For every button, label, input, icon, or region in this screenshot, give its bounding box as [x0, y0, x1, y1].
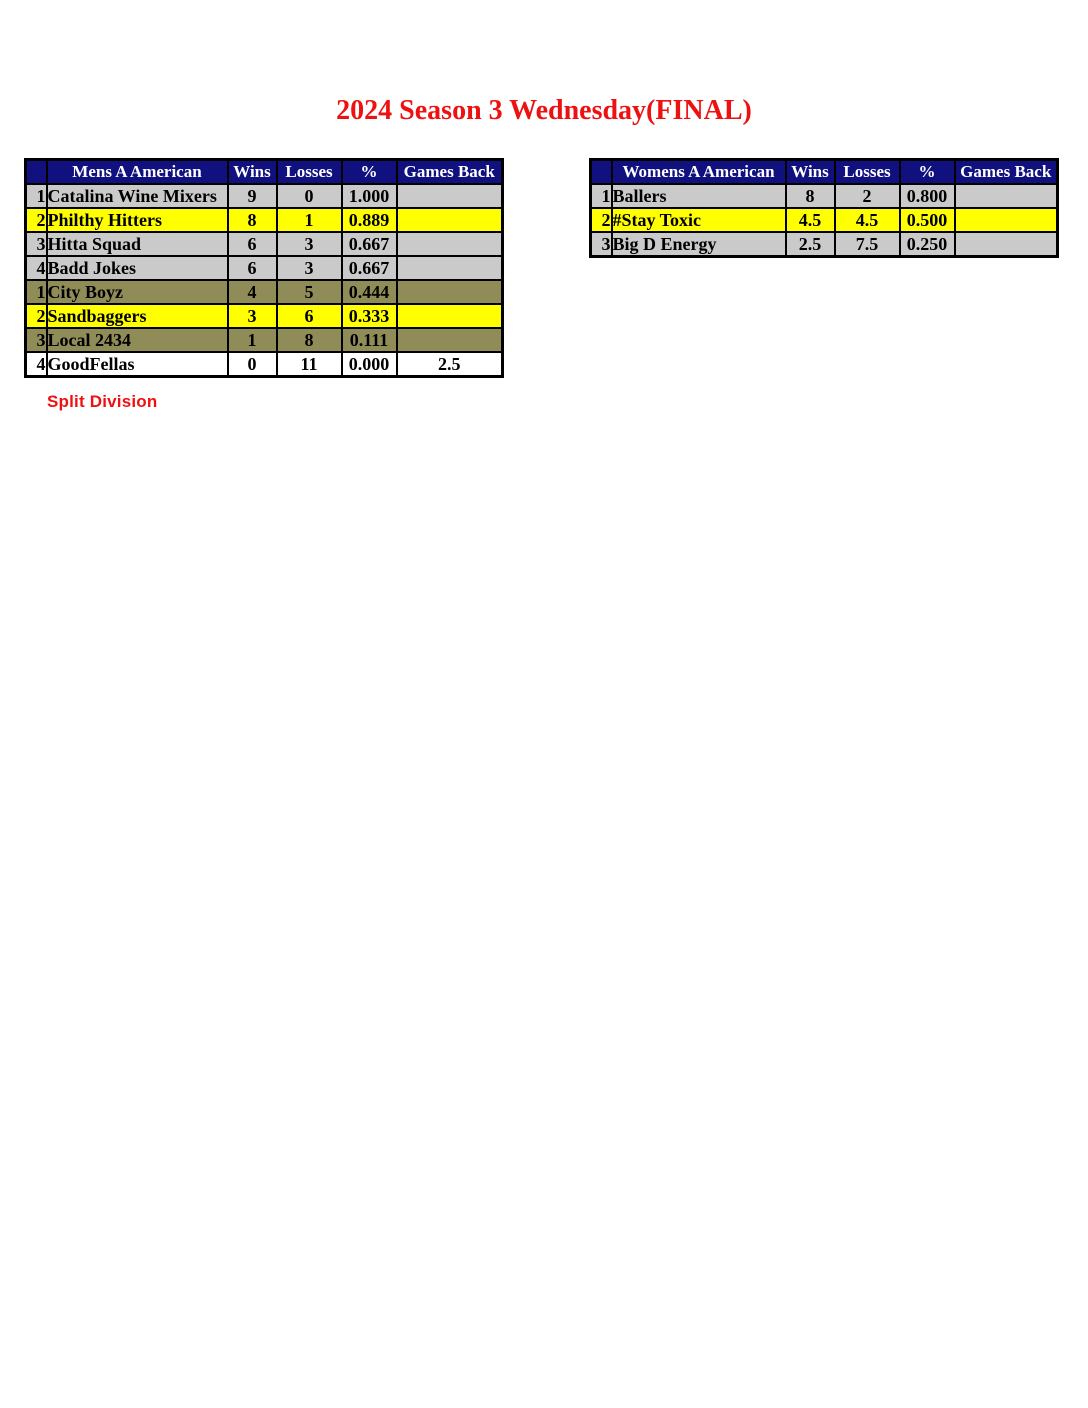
rank-cell: 4 [24, 255, 48, 281]
team-name-cell: #Stay Toxic [610, 207, 787, 233]
wins-cell: 2.5 [784, 231, 836, 258]
losses-cell: 1 [275, 207, 343, 233]
games-back-header-cell: Games Back [395, 158, 504, 185]
team-name-cell: Ballers [610, 183, 787, 209]
games-back-cell [395, 207, 504, 233]
wins-cell: 1 [226, 327, 278, 353]
losses-cell: 4.5 [833, 207, 901, 233]
games-back-cell [395, 303, 504, 329]
rank-cell: 3 [589, 231, 613, 258]
losses-header-cell: Losses [275, 158, 343, 185]
losses-cell: 0 [275, 183, 343, 209]
division-header-cell: Mens A American [45, 158, 229, 185]
rank-cell: 2 [24, 303, 48, 329]
pct-cell: 0.250 [898, 231, 956, 258]
table-row: 4 Badd Jokes 6 3 0.667 [24, 255, 504, 281]
table-row: 2 Sandbaggers 3 6 0.333 [24, 303, 504, 329]
rank-cell: 2 [24, 207, 48, 233]
pct-cell: 0.800 [898, 183, 956, 209]
table-row: 3 Local 2434 1 8 0.111 [24, 327, 504, 353]
table-header-row: Womens A American Wins Losses % Games Ba… [589, 158, 1059, 185]
wins-cell: 6 [226, 231, 278, 257]
losses-cell: 6 [275, 303, 343, 329]
wins-cell: 4.5 [784, 207, 836, 233]
losses-cell: 11 [275, 351, 343, 378]
games-back-header-cell: Games Back [953, 158, 1059, 185]
mens-standings-table: Mens A American Wins Losses % Games Back… [24, 158, 504, 378]
table-row: 3 Hitta Squad 6 3 0.667 [24, 231, 504, 257]
pct-cell: 0.500 [898, 207, 956, 233]
games-back-cell: 2.5 [395, 351, 504, 378]
pct-cell: 1.000 [340, 183, 398, 209]
pct-cell: 0.667 [340, 255, 398, 281]
team-name-cell: Catalina Wine Mixers [45, 183, 229, 209]
games-back-cell [395, 327, 504, 353]
rank-header-cell [589, 158, 613, 185]
pct-header-cell: % [898, 158, 956, 185]
womens-standings-table: Womens A American Wins Losses % Games Ba… [589, 158, 1059, 258]
losses-cell: 3 [275, 255, 343, 281]
team-name-cell: Local 2434 [45, 327, 229, 353]
team-name-cell: City Boyz [45, 279, 229, 305]
pct-cell: 0.667 [340, 231, 398, 257]
games-back-cell [395, 255, 504, 281]
games-back-cell [953, 231, 1059, 258]
games-back-cell [395, 231, 504, 257]
losses-cell: 2 [833, 183, 901, 209]
table-row: 1 Catalina Wine Mixers 9 0 1.000 [24, 183, 504, 209]
pct-cell: 0.889 [340, 207, 398, 233]
rank-header-cell [24, 158, 48, 185]
pct-cell: 0.333 [340, 303, 398, 329]
losses-cell: 7.5 [833, 231, 901, 258]
games-back-cell [953, 207, 1059, 233]
pct-header-cell: % [340, 158, 398, 185]
team-name-cell: Badd Jokes [45, 255, 229, 281]
table-row: 2 #Stay Toxic 4.5 4.5 0.500 [589, 207, 1059, 233]
losses-cell: 8 [275, 327, 343, 353]
rank-cell: 3 [24, 327, 48, 353]
losses-cell: 5 [275, 279, 343, 305]
games-back-cell [953, 183, 1059, 209]
table-row: 3 Big D Energy 2.5 7.5 0.250 [589, 231, 1059, 258]
losses-cell: 3 [275, 231, 343, 257]
pct-cell: 0.111 [340, 327, 398, 353]
rank-cell: 2 [589, 207, 613, 233]
page-title: 2024 Season 3 Wednesday(FINAL) [336, 95, 752, 126]
pct-cell: 0.000 [340, 351, 398, 378]
rank-cell: 3 [24, 231, 48, 257]
team-name-cell: Hitta Squad [45, 231, 229, 257]
table-row: 1 Ballers 8 2 0.800 [589, 183, 1059, 209]
team-name-cell: Big D Energy [610, 231, 787, 258]
wins-header-cell: Wins [784, 158, 836, 185]
table-row: 4 GoodFellas 0 11 0.000 2.5 [24, 351, 504, 378]
wins-header-cell: Wins [226, 158, 278, 185]
losses-header-cell: Losses [833, 158, 901, 185]
wins-cell: 8 [226, 207, 278, 233]
team-name-cell: Sandbaggers [45, 303, 229, 329]
team-name-cell: GoodFellas [45, 351, 229, 378]
split-division-note: Split Division [47, 392, 158, 411]
rank-cell: 1 [24, 183, 48, 209]
games-back-cell [395, 183, 504, 209]
pct-cell: 0.444 [340, 279, 398, 305]
table-row: 1 City Boyz 4 5 0.444 [24, 279, 504, 305]
wins-cell: 8 [784, 183, 836, 209]
division-header-cell: Womens A American [610, 158, 787, 185]
wins-cell: 9 [226, 183, 278, 209]
table-row: 2 Philthy Hitters 8 1 0.889 [24, 207, 504, 233]
rank-cell: 1 [24, 279, 48, 305]
wins-cell: 0 [226, 351, 278, 378]
wins-cell: 6 [226, 255, 278, 281]
games-back-cell [395, 279, 504, 305]
rank-cell: 4 [24, 351, 48, 378]
team-name-cell: Philthy Hitters [45, 207, 229, 233]
wins-cell: 4 [226, 279, 278, 305]
rank-cell: 1 [589, 183, 613, 209]
wins-cell: 3 [226, 303, 278, 329]
table-header-row: Mens A American Wins Losses % Games Back [24, 158, 504, 185]
